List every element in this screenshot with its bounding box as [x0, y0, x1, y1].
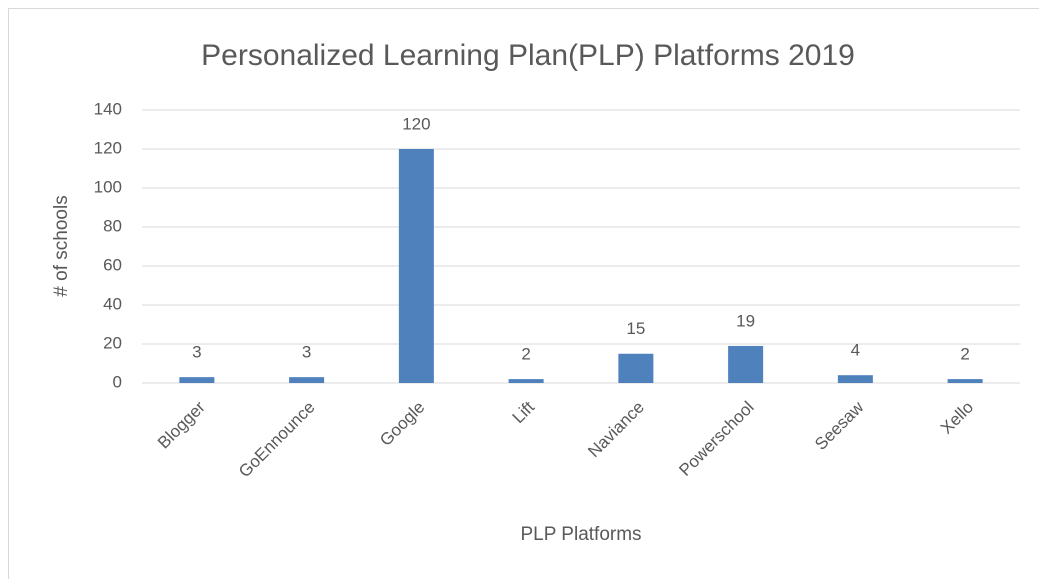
- bar: [728, 345, 764, 383]
- y-tick-label: 100: [94, 177, 122, 196]
- bar: [179, 377, 215, 383]
- y-tick-label: 60: [103, 255, 122, 274]
- bar: [398, 149, 434, 383]
- data-label: 4: [851, 341, 860, 360]
- chart-border: [8, 8, 1039, 579]
- data-label: 3: [192, 343, 201, 362]
- x-axis-label: PLP Platforms: [520, 524, 641, 545]
- data-label: 2: [521, 345, 530, 364]
- data-label: 19: [736, 311, 755, 330]
- y-tick-label: 140: [94, 99, 122, 118]
- bar: [947, 379, 983, 383]
- bar: [289, 377, 325, 383]
- chart-title: Personalized Learning Plan(PLP) Platform…: [201, 39, 855, 72]
- data-label: 2: [960, 345, 969, 364]
- y-tick-label: 0: [113, 372, 122, 391]
- y-tick-label: 80: [103, 216, 122, 235]
- y-tick-label: 40: [103, 294, 122, 313]
- bar: [837, 375, 873, 383]
- data-label: 15: [626, 319, 645, 338]
- data-label: 3: [302, 343, 311, 362]
- y-axis-label: # of schools: [51, 195, 72, 296]
- y-tick-label: 20: [103, 333, 122, 352]
- y-tick-label: 120: [94, 138, 122, 157]
- bar: [508, 379, 544, 383]
- data-label: 120: [402, 114, 430, 133]
- bar: [618, 353, 654, 383]
